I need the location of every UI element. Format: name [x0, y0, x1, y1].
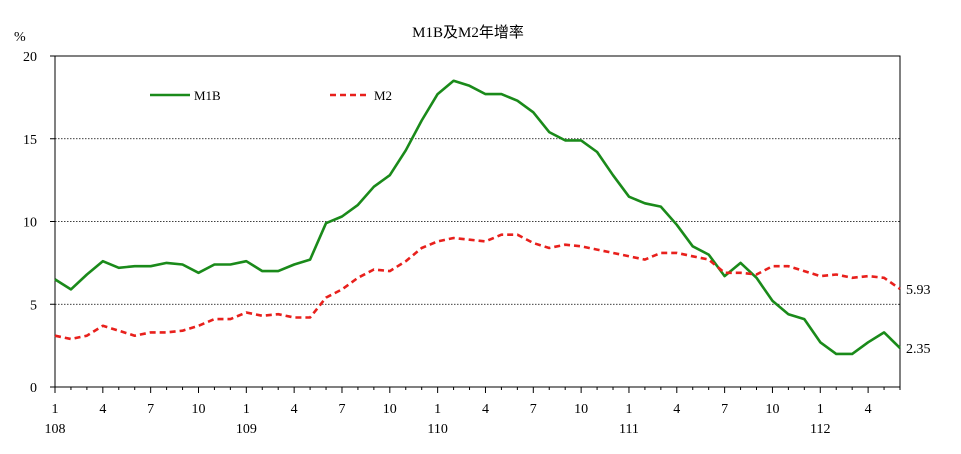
y-tick-label: 0	[30, 381, 37, 396]
x-tick-label: 7	[721, 402, 728, 417]
y-tick-label: 15	[23, 133, 37, 148]
series-lines	[54, 79, 901, 356]
gridlines	[55, 138, 900, 305]
legend-label-m2: M2	[374, 88, 392, 103]
y-tick-label: 10	[23, 216, 37, 231]
end-label-m1b: 2.35	[906, 342, 931, 357]
y-tick-label: 5	[30, 298, 37, 313]
x-year-label: 110	[427, 422, 447, 437]
x-year-label: 112	[810, 422, 830, 437]
x-tick-label: 1	[243, 402, 250, 417]
legend-label-m1b: M1B	[194, 88, 221, 103]
y-tick-label: 20	[23, 50, 37, 65]
x-tick-label: 4	[865, 402, 872, 417]
x-tick-label: 1	[817, 402, 824, 417]
x-axis: 1 4 7 10 1 4 7 10 1 4 7 10 1 4 7 10 1 4 108 109 110 111 112	[45, 387, 901, 437]
series-line-m2	[54, 233, 901, 341]
end-labels: 2.35 5.93	[906, 283, 931, 357]
x-tick-label: 10	[765, 402, 779, 417]
x-tick-label: 7	[147, 402, 154, 417]
x-tick-label: 4	[291, 402, 298, 417]
x-tick-label: 1	[625, 402, 632, 417]
x-tick-label: 7	[530, 402, 537, 417]
y-axis: 0 5 10 15 20	[23, 50, 55, 396]
x-tick-label: 4	[99, 402, 106, 417]
x-tick-label: 7	[338, 402, 345, 417]
series-line-m1b	[54, 79, 901, 356]
x-tick-label: 10	[191, 402, 205, 417]
x-tick-label: 10	[383, 402, 397, 417]
x-tick-label: 1	[52, 402, 59, 417]
x-year-label: 111	[619, 422, 639, 437]
x-tick-label: 1	[434, 402, 441, 417]
end-label-m2: 5.93	[906, 283, 931, 298]
chart-title: M1B及M2年增率	[412, 24, 524, 41]
legend: M1B M2	[150, 88, 392, 103]
x-tick-label: 4	[482, 402, 489, 417]
x-tick-label: 4	[673, 402, 680, 417]
y-axis-unit: %	[14, 30, 26, 45]
x-year-label: 109	[236, 422, 257, 437]
x-tick-label: 10	[574, 402, 588, 417]
x-year-label: 108	[45, 422, 66, 437]
